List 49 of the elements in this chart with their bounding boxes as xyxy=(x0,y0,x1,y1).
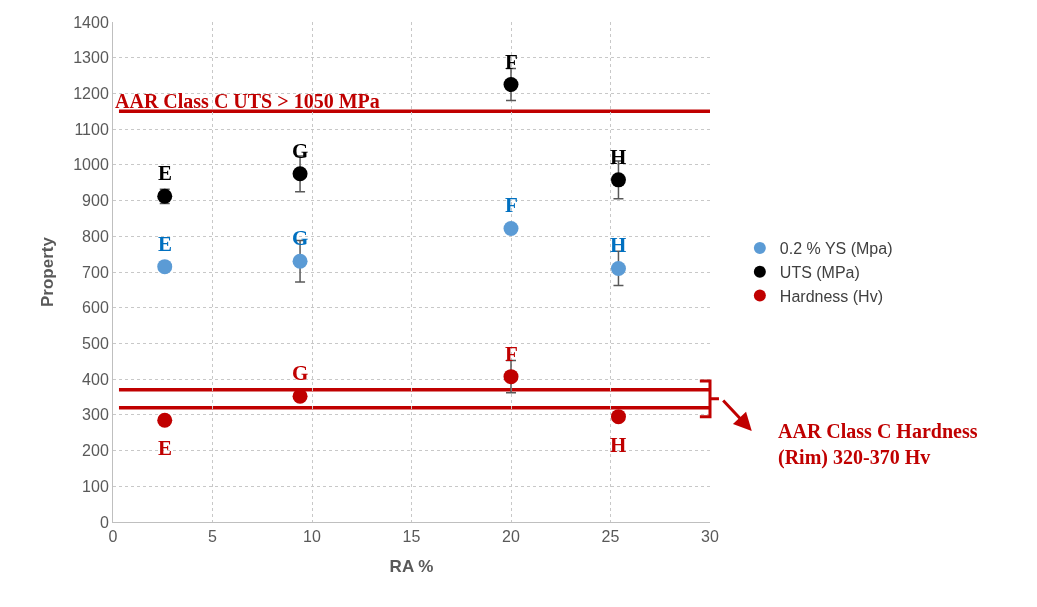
x-tick-label: 15 xyxy=(402,528,421,546)
y-tick-label: 1300 xyxy=(73,49,109,67)
y-tick-label: 400 xyxy=(82,370,109,388)
annotation: H xyxy=(610,233,627,257)
point xyxy=(610,260,626,276)
annotation: F xyxy=(505,342,518,366)
y-tick-label: 100 xyxy=(82,477,109,495)
point xyxy=(503,220,519,236)
x-tick-label: 25 xyxy=(601,528,620,546)
annotation: F xyxy=(505,50,518,74)
y-tick-label: 1100 xyxy=(74,120,109,138)
annotation: E xyxy=(158,232,173,256)
annotation: E xyxy=(158,436,173,460)
annotation: E xyxy=(158,161,173,185)
point xyxy=(157,412,173,428)
x-axis-title: RA % xyxy=(389,556,434,576)
x-tick-label: 10 xyxy=(303,528,321,546)
y-tick-label: 1400 xyxy=(73,13,109,31)
y-tick-label: 1000 xyxy=(73,156,109,174)
ref-line-label: AAR Class C UTS > 1050 MPa xyxy=(115,90,380,112)
y-tick-label: 200 xyxy=(82,442,109,460)
point xyxy=(157,259,173,275)
annotation: F xyxy=(505,193,518,217)
legend-label: 0.2 % YS (Mpa) xyxy=(779,240,893,258)
y-tick-label: 1200 xyxy=(73,85,109,103)
legend-label: UTS (MPa) xyxy=(779,263,860,281)
y-tick-label: 700 xyxy=(82,263,109,281)
point xyxy=(292,253,308,269)
point xyxy=(503,77,519,92)
y-tick-label: 800 xyxy=(82,227,109,245)
point xyxy=(292,166,308,182)
y-tick-label: 300 xyxy=(82,406,109,424)
y-tick-label: 900 xyxy=(82,192,109,210)
point xyxy=(503,369,519,385)
y-tick-label: 500 xyxy=(82,335,109,353)
y-tick-label: 0 xyxy=(99,513,109,531)
x-tick-label: 30 xyxy=(701,528,719,546)
text: AAR Class C Hardness (Rim) 320-370 Hv xyxy=(778,420,978,469)
y-axis-title: Property xyxy=(37,236,57,307)
legend-label: Hardness (Hv) xyxy=(779,287,883,305)
y-tick-label: 600 xyxy=(82,299,109,317)
x-tick-label: 20 xyxy=(502,528,520,546)
point xyxy=(610,172,626,188)
annotation: H xyxy=(610,433,627,457)
annotation: H xyxy=(610,145,627,169)
annotation: G xyxy=(292,361,309,385)
annotation: G xyxy=(292,139,309,163)
x-tick-label: 5 xyxy=(208,528,218,546)
point xyxy=(610,409,626,425)
